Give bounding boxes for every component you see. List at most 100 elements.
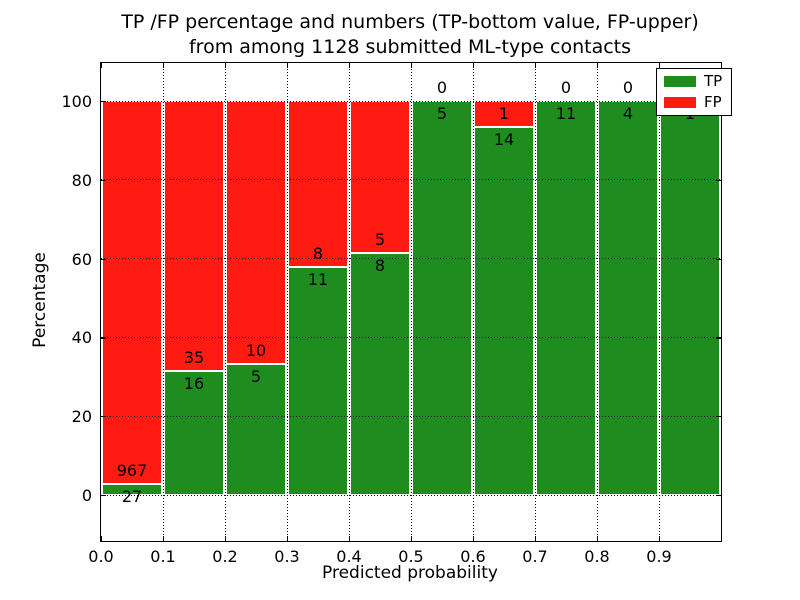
y-tick-label: 80 (71, 170, 92, 190)
gridline-vertical (410, 63, 412, 541)
y-tick-mark (716, 337, 721, 339)
x-tick-label: 0.5 (398, 547, 424, 566)
x-tick-mark (163, 536, 165, 541)
bar-segment-tp (536, 101, 596, 495)
y-tick-mark (101, 258, 106, 260)
chart-title-line2: from among 1128 submitted ML-type contac… (188, 36, 632, 58)
x-tick-mark (411, 63, 413, 68)
bar-segment-tp (598, 101, 658, 495)
legend-label-tp: TP (704, 72, 723, 90)
bar-label-fp: 1 (498, 104, 510, 124)
x-tick-label: 0.0 (88, 547, 114, 566)
bar-label-fp: 35 (183, 348, 205, 368)
y-tick-mark (716, 416, 721, 418)
legend-entry-fp: FP (664, 95, 722, 110)
x-tick-label: 0.4 (336, 547, 362, 566)
y-tick-mark (101, 495, 106, 497)
x-axis-label: Predicted probability (322, 563, 498, 583)
fp-swatch-icon (664, 97, 696, 108)
y-tick-mark (716, 258, 721, 260)
x-tick-label: 0.8 (584, 547, 610, 566)
bar-label-fp: 0 (436, 78, 448, 97)
x-tick-label: 0.2 (212, 547, 238, 566)
bar-segment-tp (660, 101, 720, 495)
bar-label-tp: 11 (307, 269, 329, 289)
x-tick-mark (659, 536, 661, 541)
bar-label-tp: 27 (121, 487, 143, 507)
bar-label-fp: 8 (312, 243, 324, 263)
x-tick-label: 0.7 (522, 547, 548, 566)
gridline-vertical (286, 63, 288, 541)
gridline-vertical (472, 63, 474, 541)
y-tick-label: 20 (71, 407, 92, 427)
bar-segment-tp (288, 266, 348, 495)
gridline-vertical (534, 63, 536, 541)
bar-label-fp: 10 (245, 340, 267, 360)
y-tick-label: 0 (81, 486, 92, 505)
y-tick-mark (101, 337, 106, 339)
legend-label-fp: FP (704, 93, 722, 111)
bar-label-tp: 4 (622, 104, 634, 123)
bar-label-fp: 967 (116, 461, 148, 481)
legend: TP FP (656, 68, 733, 116)
gridline-vertical (348, 63, 350, 541)
x-tick-label: 0.1 (150, 547, 176, 566)
bar-segment-fp (350, 101, 410, 253)
x-tick-mark (597, 63, 599, 68)
bar-label-tp: 5 (250, 366, 262, 386)
bar-segment-tp (474, 127, 534, 495)
y-tick-mark (716, 495, 721, 497)
y-tick-label: 100 (61, 92, 92, 111)
x-tick-label: 0.9 (646, 547, 672, 566)
x-tick-mark (101, 536, 103, 541)
y-tick-mark (101, 179, 106, 182)
x-tick-mark (597, 536, 599, 541)
bar-segment-tp (350, 252, 410, 495)
gridline-vertical (162, 63, 164, 541)
bar-label-fp: 0 (622, 78, 634, 97)
bar-segment-fp (226, 101, 286, 364)
gridline-vertical (224, 63, 226, 541)
y-tick-mark (716, 179, 721, 182)
y-tick-mark (101, 416, 106, 418)
x-tick-mark (225, 63, 227, 68)
tp-swatch-icon (664, 76, 696, 87)
x-tick-mark (659, 63, 661, 68)
y-tick-label: 60 (71, 249, 92, 269)
x-tick-mark (225, 536, 227, 541)
x-tick-mark (473, 63, 475, 68)
x-tick-mark (287, 536, 289, 541)
bar-segment-fp (474, 101, 534, 128)
plot-area: 9672735161058115805114011040102040608010… (61, 62, 733, 566)
x-tick-mark (535, 536, 537, 541)
bar-segment-tp (102, 484, 162, 495)
x-tick-mark (411, 536, 413, 541)
x-tick-mark (287, 63, 289, 68)
gridline-vertical (596, 63, 598, 541)
bar-label-tp: 11 (555, 104, 577, 123)
x-tick-label: 0.3 (274, 547, 300, 566)
x-tick-mark (535, 63, 537, 68)
bar-label-fp: 0 (560, 78, 572, 97)
bar-label-tp: 14 (493, 130, 515, 150)
y-tick-mark (101, 101, 106, 103)
x-tick-mark (473, 536, 475, 541)
bar-label-fp: 5 (374, 229, 386, 249)
y-tick-label: 40 (71, 328, 92, 348)
bar-label-tp: 16 (183, 374, 205, 394)
legend-entry-tp: TP (664, 74, 722, 89)
bar-segment-tp (412, 101, 472, 495)
x-tick-mark (349, 63, 351, 68)
bar-segment-tp (164, 371, 224, 495)
bar-label-tp: 5 (436, 104, 448, 123)
bar-segment-fp (164, 101, 224, 372)
bar-segment-fp (288, 101, 348, 267)
gridline-vertical (658, 63, 660, 541)
chart-title-line1: TP /FP percentage and numbers (TP-bottom… (121, 11, 699, 33)
x-tick-mark (163, 63, 165, 68)
bar-segment-tp (226, 363, 286, 495)
x-tick-label: 0.6 (460, 547, 486, 566)
x-tick-mark (101, 63, 103, 68)
chart-title: TP /FP percentage and numbers (TP-bottom… (100, 10, 720, 60)
